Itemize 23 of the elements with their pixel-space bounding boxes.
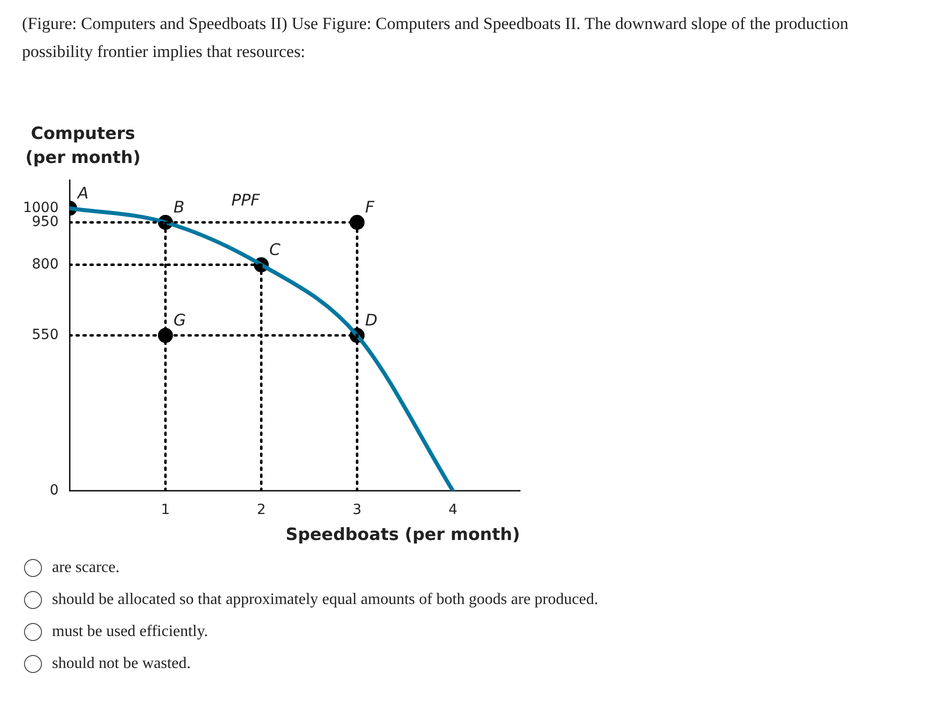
y-axis-title: Computers (per month) <box>24 123 142 170</box>
y-tick-label: 1000 <box>22 200 59 216</box>
annotation: G <box>173 310 186 330</box>
text: must be used efficiently. <box>52 623 208 641</box>
text: should not be wasted. <box>52 655 191 673</box>
text: should be allocated so that approximately equal amounts of both goods are produced. <box>52 591 598 609</box>
y-tick-label: 800 <box>32 256 59 272</box>
x-tick-label: 2 <box>256 502 266 518</box>
annotation: B <box>173 198 184 217</box>
x-tick-label: 1 <box>160 502 170 518</box>
x-tick-label: 3 <box>352 502 362 518</box>
y-tick-label: 950 <box>32 214 59 230</box>
y-tick-label: 550 <box>32 327 59 344</box>
annotation: F <box>365 198 376 217</box>
x-tick-label: 4 <box>448 502 458 518</box>
x-axis-title: Speedboats (per month) <box>286 525 520 546</box>
annotation: A <box>76 183 89 202</box>
annotation: D <box>365 310 378 330</box>
y-tick-label: 0 <box>50 482 59 498</box>
text: PPF <box>231 190 261 210</box>
annotation: C <box>269 240 282 259</box>
chart-title: (Figure: Computers and Speedboats II) Use Figure: Computers and Speedboats II. The downward slope of the production possibility frontier implies that resources: <box>22 13 850 63</box>
text: are scarce. <box>52 559 120 577</box>
